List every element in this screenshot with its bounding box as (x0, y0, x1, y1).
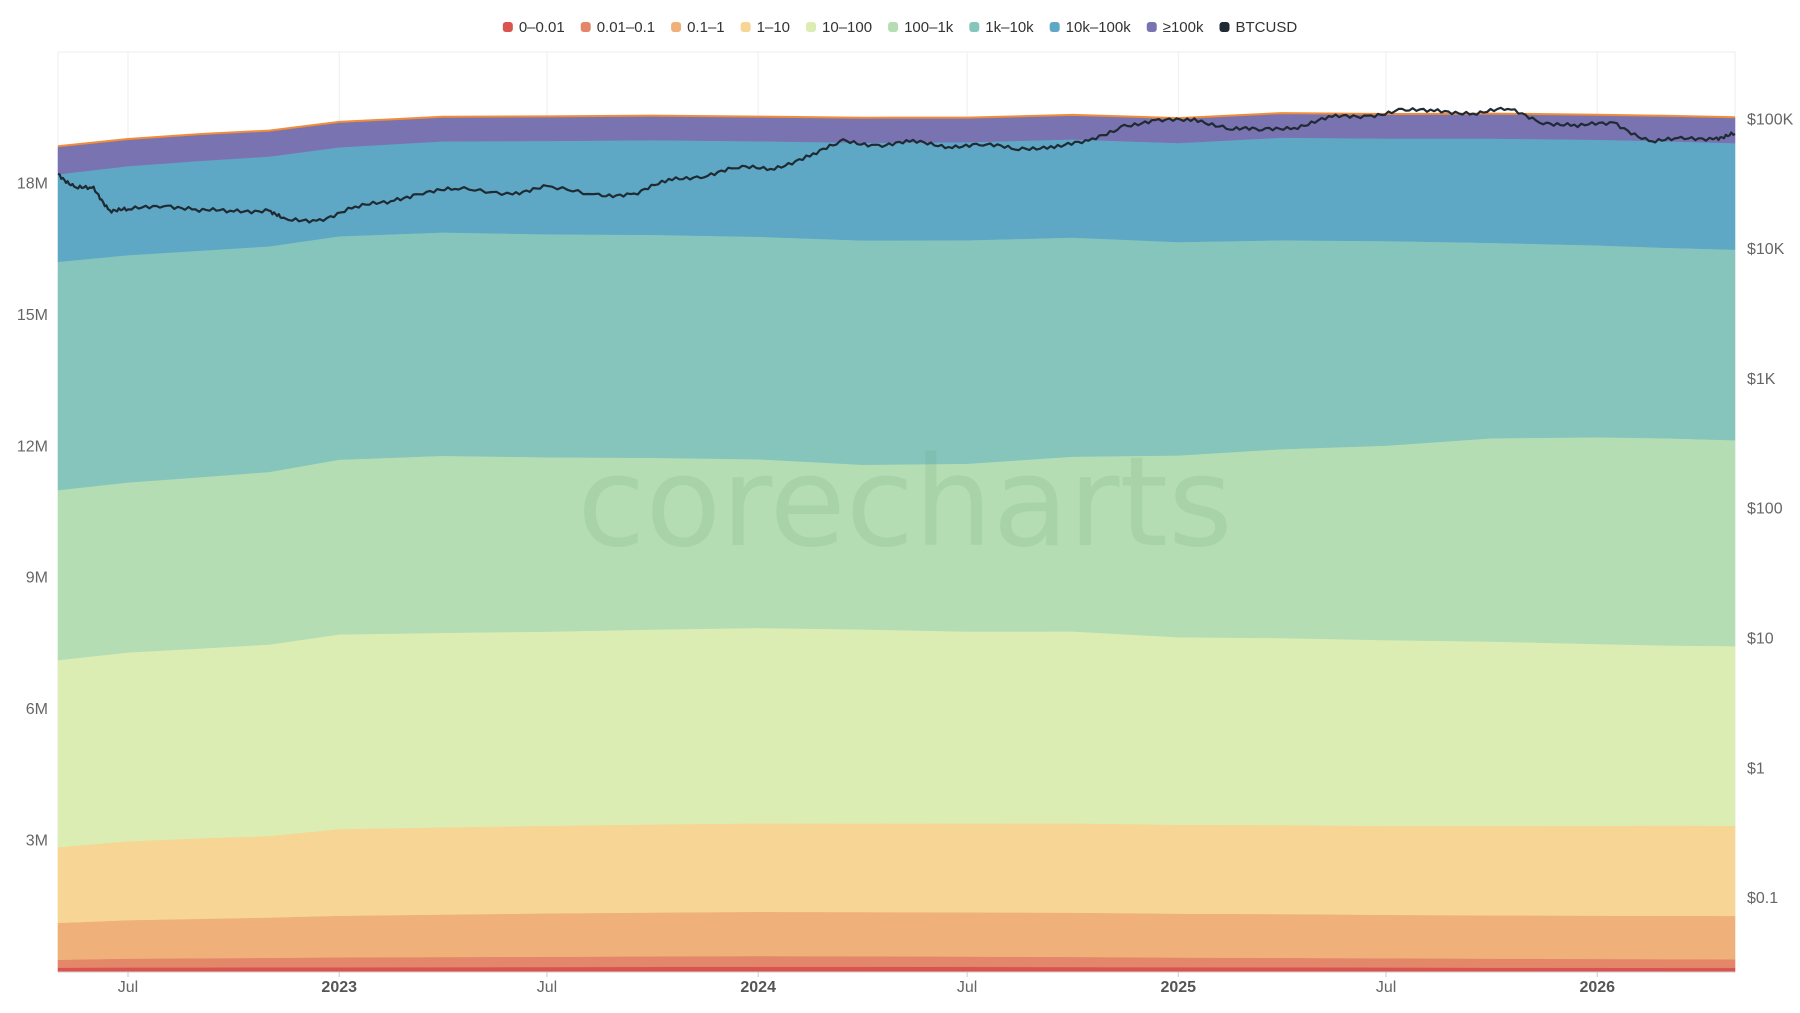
y-left-tick-label: 15M (17, 307, 48, 324)
y-left-tick-label: 9M (26, 570, 48, 587)
legend-item[interactable]: 0.1–1 (671, 19, 725, 36)
legend-item[interactable]: 0–0.01 (502, 19, 565, 36)
legend-label: 0–0.01 (519, 19, 565, 36)
legend-swatch (888, 22, 899, 32)
legend-swatch (740, 22, 751, 32)
y-axis-right: $0.1 $1 $10 $100 $1K $10K $100K (1747, 111, 1794, 907)
y-right-tick-label: $10 (1747, 631, 1774, 648)
x-tick-label: 2026 (1579, 979, 1615, 996)
y-right-tick-label: $100 (1747, 501, 1783, 518)
y-axis-left: 3M 6M 9M 12M 15M 18M (17, 175, 48, 849)
y-right-tick-label: $1K (1747, 371, 1776, 388)
area-top-edge (57, 112, 1736, 148)
x-tick-label: Jul (957, 979, 977, 996)
legend-swatch (1049, 22, 1060, 32)
x-tick-label: 2023 (321, 979, 357, 996)
legend-swatch (806, 22, 817, 32)
area-band-4 (57, 627, 1736, 848)
y-left-tick-label: 3M (26, 833, 48, 850)
legend-item[interactable]: 0.01–0.1 (580, 19, 655, 36)
x-axis: Jul 2023 Jul 2024 Jul 2025 Jul 2026 (58, 971, 1735, 996)
x-tick-label: Jul (1376, 979, 1396, 996)
y-left-tick-label: 12M (17, 438, 48, 455)
area-band-2 (57, 911, 1736, 960)
legend-item[interactable]: 10k–100k (1049, 19, 1132, 36)
legend-item[interactable]: BTCUSD (1219, 19, 1298, 36)
legend-item[interactable]: 1–10 (740, 19, 790, 36)
legend-label: 0.1–1 (687, 19, 725, 36)
x-tick-label: 2024 (740, 979, 776, 996)
legend-swatch (1219, 22, 1230, 32)
watermark: corecharts (577, 431, 1233, 575)
legend-label: 1–10 (757, 19, 790, 36)
legend-item[interactable]: ≥100k (1146, 19, 1204, 36)
legend-swatch (969, 22, 980, 32)
legend-label: 10k–100k (1066, 19, 1132, 36)
legend-label: 0.01–0.1 (597, 19, 655, 36)
y-right-tick-label: $1 (1747, 760, 1765, 777)
legend-label: 10–100 (822, 19, 872, 36)
x-tick-label: Jul (118, 979, 138, 996)
btc-price-line (57, 106, 1736, 224)
y-right-tick-label: $100K (1747, 111, 1794, 128)
btc-price-line-layer (57, 106, 1736, 224)
legend-item[interactable]: 1k–10k (969, 19, 1034, 36)
y-right-tick-label: $0.1 (1747, 890, 1778, 907)
legend: 0–0.01 0.01–0.1 0.1–1 1–10 10–100 100–1k 1k–10… (502, 19, 1298, 36)
legend-label: 1k–10k (985, 19, 1034, 36)
legend-swatch (502, 22, 513, 32)
y-left-tick-label: 6M (26, 701, 48, 718)
legend-item[interactable]: 100–1k (888, 19, 954, 36)
legend-label: ≥100k (1163, 19, 1204, 36)
legend-label: 100–1k (904, 19, 954, 36)
legend-swatch (580, 22, 591, 32)
x-tick-label: Jul (537, 979, 557, 996)
area-band-3 (57, 823, 1736, 924)
stacked-areas (57, 112, 1736, 973)
legend-label: BTCUSD (1236, 19, 1298, 36)
legend-swatch (1146, 22, 1157, 32)
legend-swatch (671, 22, 682, 32)
legend-item[interactable]: 10–100 (806, 19, 872, 36)
x-tick-label: 2025 (1160, 979, 1196, 996)
y-right-tick-label: $10K (1747, 241, 1785, 258)
y-left-tick-label: 18M (17, 175, 48, 192)
